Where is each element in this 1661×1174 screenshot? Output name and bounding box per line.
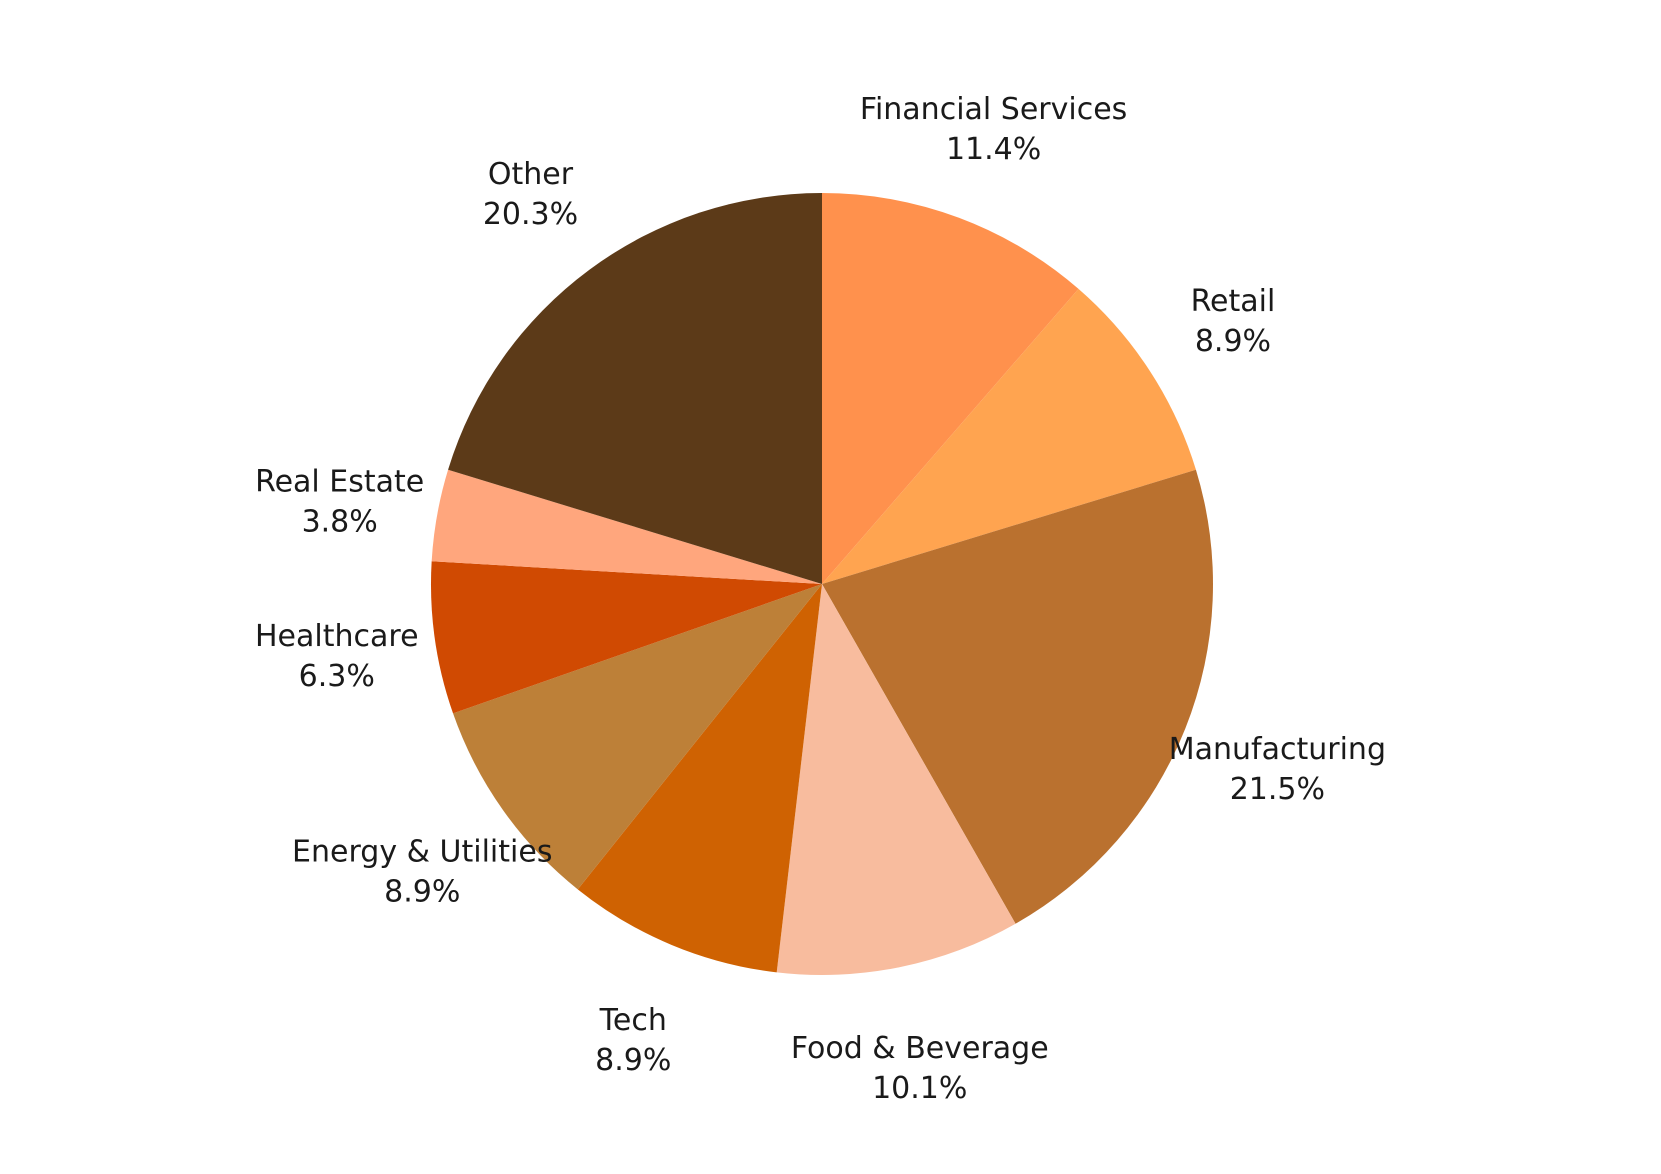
slice-other — [448, 193, 822, 584]
slice-value-food-and-beverage: 10.1% — [872, 1071, 967, 1106]
slice-label-financial-services: Financial Services — [860, 92, 1127, 127]
slice-value-financial-services: 11.4% — [946, 132, 1041, 167]
slice-food-and-beverage — [776, 584, 1016, 975]
slice-label-energy-and-utilities: Energy & Utilities — [292, 834, 552, 869]
slice-label-real-estate: Real Estate — [255, 465, 424, 500]
slice-label-other: Other — [488, 157, 574, 192]
slice-value-energy-and-utilities: 8.9% — [384, 874, 460, 909]
slice-real-estate — [431, 469, 822, 584]
pie-labels: Financial Services 11.4% Retail 8.9% Manufac… — [255, 92, 1386, 1106]
slice-label-food-and-beverage: Food & Beverage — [791, 1031, 1049, 1066]
slice-value-real-estate: 3.8% — [302, 505, 378, 540]
slice-label-retail: Retail — [1191, 284, 1276, 319]
slice-label-healthcare: Healthcare — [255, 619, 419, 654]
slice-label-tech: Tech — [599, 1003, 667, 1038]
slice-value-other: 20.3% — [483, 197, 578, 232]
slice-manufacturing — [822, 469, 1213, 924]
slice-healthcare — [431, 561, 822, 714]
pie-slices — [431, 193, 1213, 975]
slice-value-manufacturing: 21.5% — [1230, 772, 1325, 807]
slice-value-healthcare: 6.3% — [299, 659, 375, 694]
slice-value-retail: 8.9% — [1195, 324, 1271, 359]
slice-tech — [577, 584, 822, 973]
slice-retail — [822, 288, 1196, 584]
slice-financial-services — [822, 193, 1079, 584]
slice-energy-and-utilities — [453, 584, 822, 890]
slice-value-tech: 8.9% — [595, 1043, 671, 1078]
slice-label-manufacturing: Manufacturing — [1169, 732, 1386, 767]
